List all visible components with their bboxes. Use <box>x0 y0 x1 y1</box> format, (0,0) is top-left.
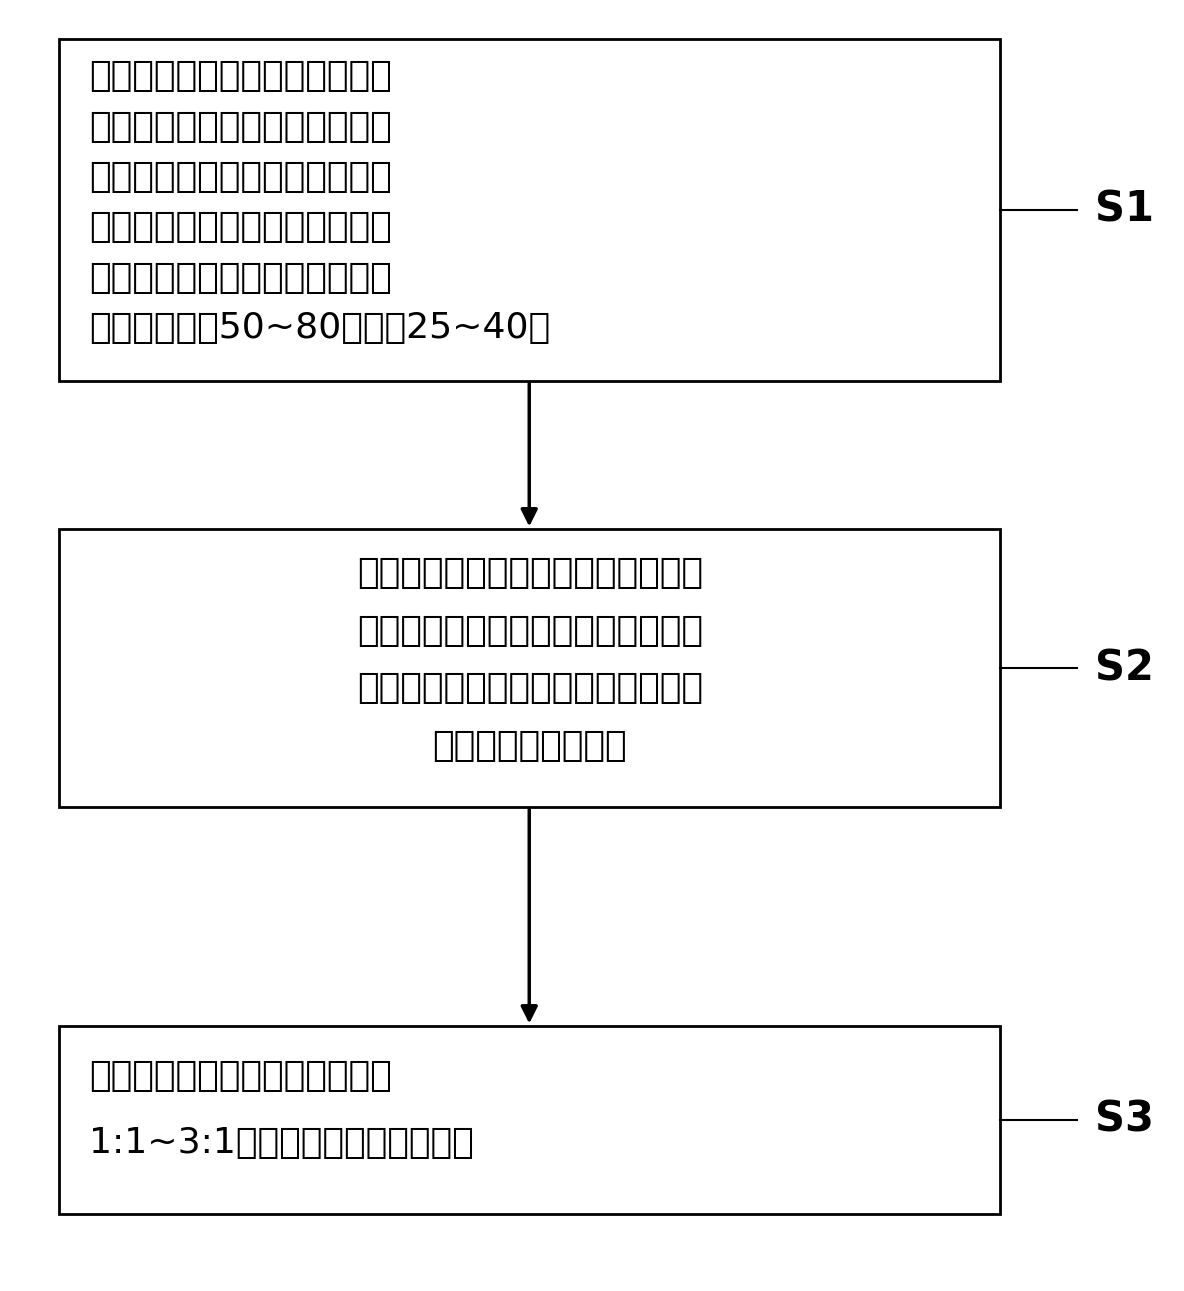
Text: 将发泡母粒和助剂母粒按重量比: 将发泡母粒和助剂母粒按重量比 <box>89 1060 392 1093</box>
Text: S1: S1 <box>1095 188 1154 231</box>
Text: 和干燥得到助剂母粒: 和干燥得到助剂母粒 <box>432 729 628 763</box>
Text: 柠檬酸混合后，放入挤出机内溶: 柠檬酸混合后，放入挤出机内溶 <box>89 110 392 143</box>
Text: S2: S2 <box>1095 647 1154 689</box>
Text: S3: S3 <box>1095 1099 1154 1141</box>
Text: 1:1~3:1混合得到微发泡功能母粒: 1:1~3:1混合得到微发泡功能母粒 <box>89 1126 474 1161</box>
Text: 的重量比为（50~80）：（25~40）: 的重量比为（50~80）：（25~40） <box>89 311 549 345</box>
Text: 融挤出再被切粒机切成粒状后，: 融挤出再被切粒机切成粒状后， <box>89 160 392 194</box>
Text: 混合后，放入挤出机内熔融挤出，再: 混合后，放入挤出机内熔融挤出，再 <box>356 613 703 648</box>
Text: 母粒，其中，碳酸氢钠和柠檬酸: 母粒，其中，碳酸氢钠和柠檬酸 <box>89 261 392 294</box>
Text: 经冷却、筛选和干燥后得到发泡: 经冷却、筛选和干燥后得到发泡 <box>89 210 392 244</box>
Bar <box>59 39 1000 381</box>
Text: 将第二包覆树脂、活化剂以及成核剂: 将第二包覆树脂、活化剂以及成核剂 <box>356 555 703 590</box>
Bar <box>59 529 1000 807</box>
Bar <box>59 1026 1000 1214</box>
Text: 被切粒机切成粒状后，经冷却、筛选: 被切粒机切成粒状后，经冷却、筛选 <box>356 671 703 705</box>
Text: 将第一包覆树脂、碳酸氢钠以及: 将第一包覆树脂、碳酸氢钠以及 <box>89 59 392 93</box>
